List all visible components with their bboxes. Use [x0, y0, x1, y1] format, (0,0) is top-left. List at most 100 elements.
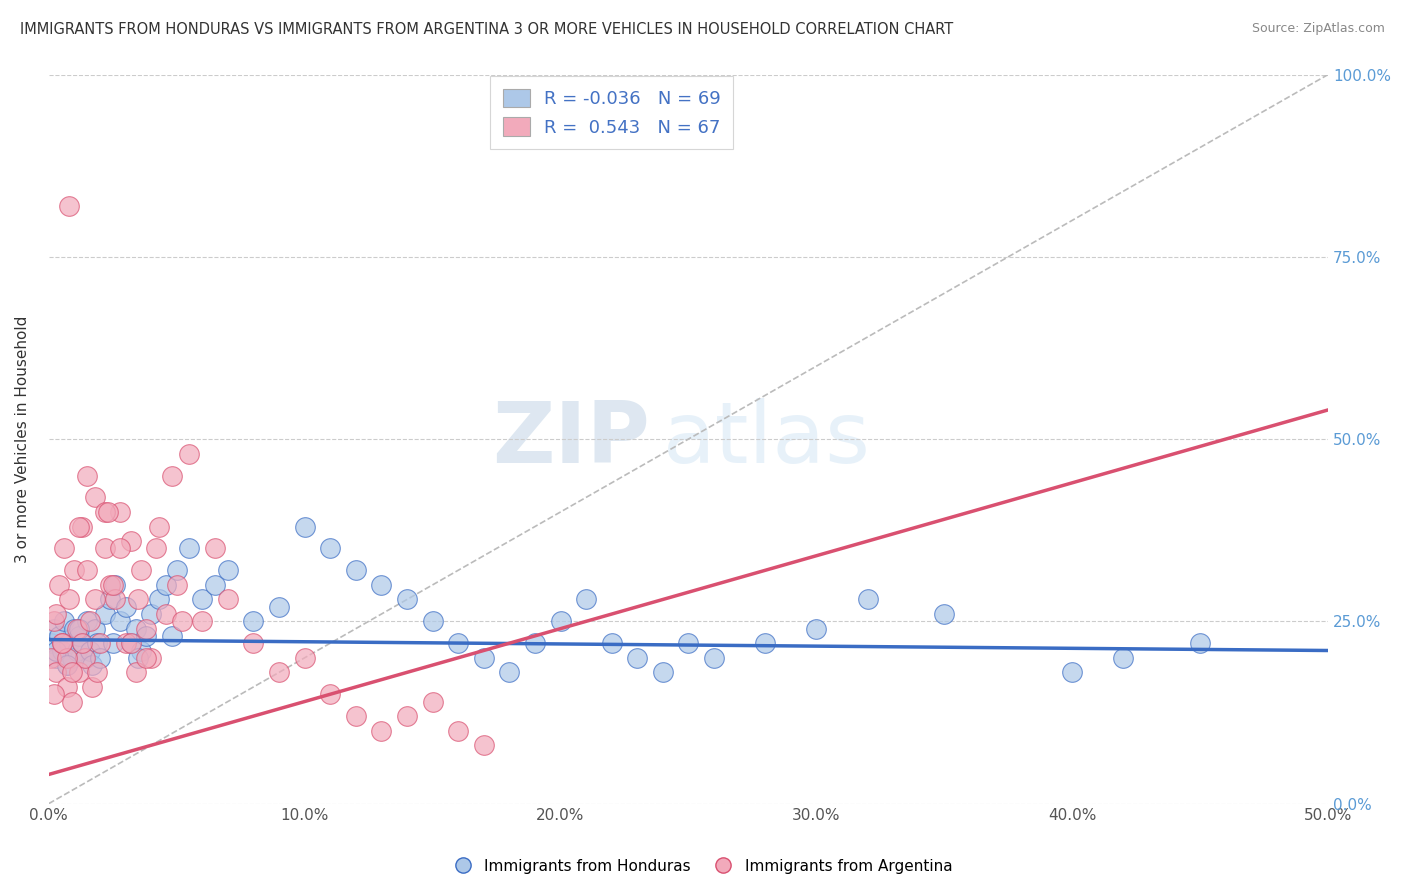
Point: [60, 694, 83, 708]
Point: [98, 578, 121, 592]
Point: [104, 578, 127, 592]
Point: [51, 636, 73, 650]
Point: [856, 592, 879, 607]
Point: [48, 629, 70, 643]
Point: [110, 505, 132, 519]
Point: [1112, 650, 1135, 665]
Point: [86, 665, 108, 680]
Point: [319, 541, 342, 556]
Point: [1189, 636, 1212, 650]
Point: [242, 636, 264, 650]
Point: [66, 643, 89, 657]
Point: [83, 592, 105, 607]
Point: [395, 592, 418, 607]
Text: Source: ZipAtlas.com: Source: ZipAtlas.com: [1251, 22, 1385, 36]
Point: [217, 592, 239, 607]
Point: [94, 607, 117, 621]
Point: [166, 563, 188, 577]
Point: [267, 599, 290, 614]
Point: [55, 680, 77, 694]
Point: [267, 665, 290, 680]
Point: [69, 622, 91, 636]
Point: [83, 491, 105, 505]
Point: [48, 578, 70, 592]
Point: [651, 665, 673, 680]
Point: [395, 709, 418, 723]
Point: [575, 592, 598, 607]
Point: [703, 650, 725, 665]
Point: [550, 615, 572, 629]
Point: [69, 519, 91, 533]
Point: [66, 622, 89, 636]
Point: [76, 563, 98, 577]
Point: [79, 643, 101, 657]
Point: [129, 563, 152, 577]
Point: [125, 665, 148, 680]
Point: [204, 578, 226, 592]
Point: [155, 578, 177, 592]
Point: [86, 636, 108, 650]
Point: [191, 615, 214, 629]
Point: [498, 665, 520, 680]
Point: [160, 468, 183, 483]
Point: [422, 615, 444, 629]
Point: [148, 519, 170, 533]
Point: [135, 629, 157, 643]
Point: [135, 622, 157, 636]
Point: [73, 650, 96, 665]
Point: [55, 658, 77, 673]
Point: [45, 607, 67, 621]
Point: [139, 650, 162, 665]
Point: [76, 615, 98, 629]
Point: [294, 650, 316, 665]
Point: [82, 658, 104, 673]
Point: [148, 592, 170, 607]
Point: [145, 541, 167, 556]
Point: [139, 607, 162, 621]
Point: [127, 592, 149, 607]
Point: [70, 636, 93, 650]
Legend: Immigrants from Honduras, Immigrants from Argentina: Immigrants from Honduras, Immigrants fro…: [447, 853, 959, 880]
Point: [155, 607, 177, 621]
Point: [344, 709, 367, 723]
Point: [120, 636, 142, 650]
Point: [114, 636, 136, 650]
Point: [60, 665, 83, 680]
Point: [45, 665, 67, 680]
Point: [101, 578, 124, 592]
Y-axis label: 3 or more Vehicles in Household: 3 or more Vehicles in Household: [15, 316, 30, 563]
Point: [170, 615, 193, 629]
Point: [129, 643, 152, 657]
Point: [55, 650, 77, 665]
Point: [82, 680, 104, 694]
Text: IMMIGRANTS FROM HONDURAS VS IMMIGRANTS FROM ARGENTINA 3 OR MORE VEHICLES IN HOUS: IMMIGRANTS FROM HONDURAS VS IMMIGRANTS F…: [20, 22, 953, 37]
Point: [76, 468, 98, 483]
Point: [53, 615, 76, 629]
Point: [191, 592, 214, 607]
Point: [79, 615, 101, 629]
Point: [523, 636, 546, 650]
Point: [678, 636, 700, 650]
Point: [94, 505, 117, 519]
Point: [69, 629, 91, 643]
Point: [94, 541, 117, 556]
Point: [600, 636, 623, 650]
Point: [89, 636, 111, 650]
Point: [294, 519, 316, 533]
Point: [319, 687, 342, 701]
Point: [370, 578, 392, 592]
Point: [120, 534, 142, 549]
Point: [69, 665, 91, 680]
Point: [806, 622, 828, 636]
Point: [51, 643, 73, 657]
Point: [934, 607, 956, 621]
Point: [60, 650, 83, 665]
Point: [42, 615, 65, 629]
Point: [63, 622, 86, 636]
Point: [447, 636, 470, 650]
Point: [104, 592, 127, 607]
Point: [166, 578, 188, 592]
Point: [422, 694, 444, 708]
Point: [63, 563, 86, 577]
Point: [42, 622, 65, 636]
